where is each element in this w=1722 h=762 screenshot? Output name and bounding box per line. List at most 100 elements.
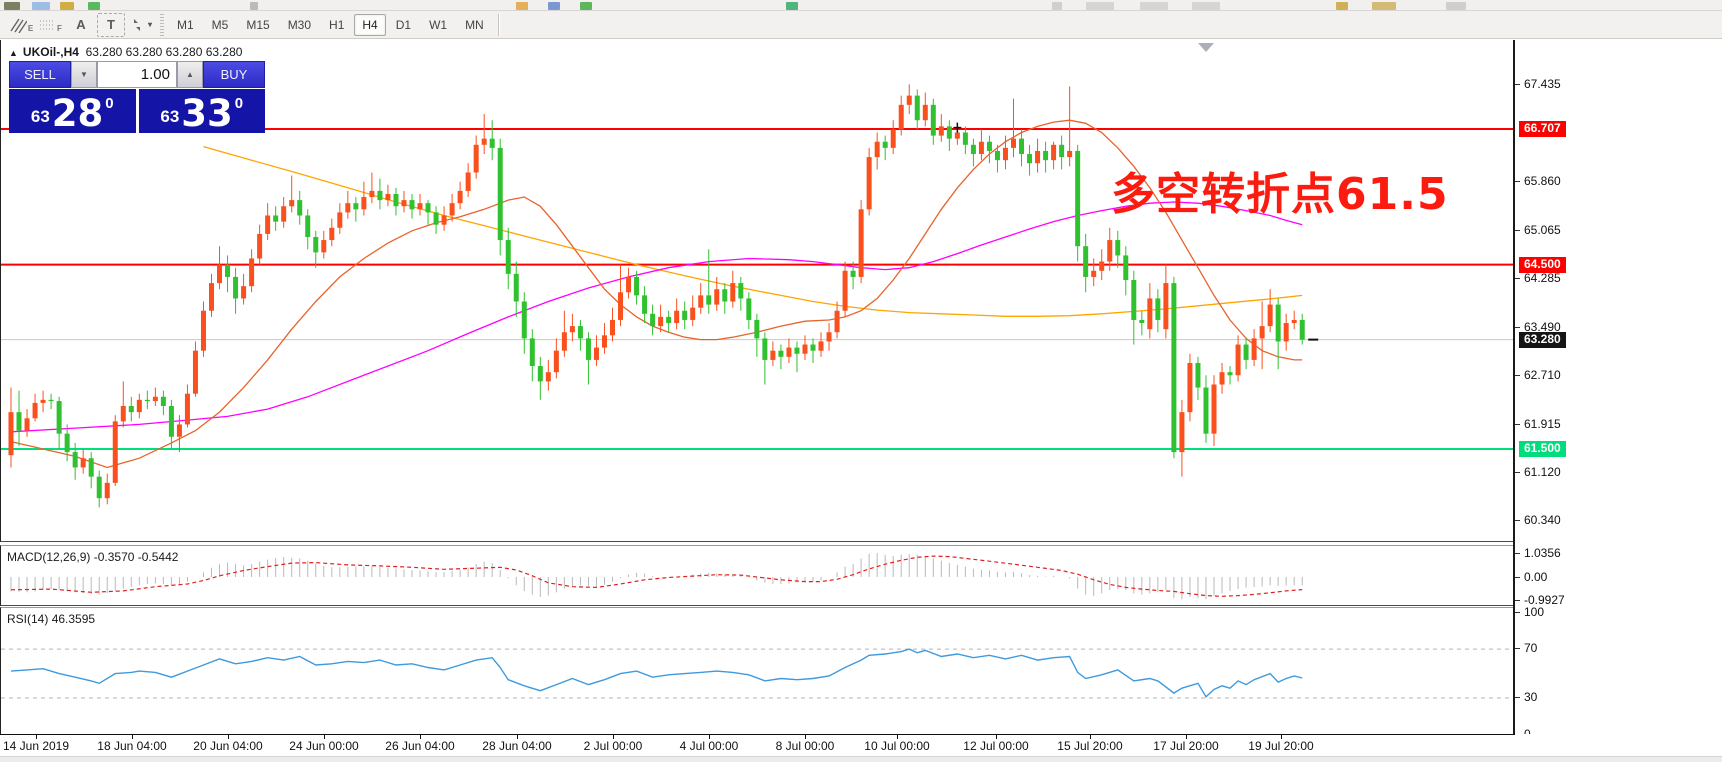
candle-body — [417, 203, 423, 210]
timeframe-button-h4[interactable]: H4 — [354, 13, 386, 36]
collapse-icon[interactable]: ▲ — [9, 48, 18, 58]
candle-body — [970, 144, 976, 155]
time-axis-tick — [324, 735, 325, 739]
candle-body — [1059, 144, 1065, 158]
timeframe-button-m30[interactable]: M30 — [287, 17, 312, 32]
rsi-indicator-panel[interactable]: RSI(14) 46.3595 — [0, 607, 1514, 735]
candle-body — [377, 190, 383, 201]
candle-body — [249, 258, 255, 287]
time-axis-label: 12 Jul 00:00 — [963, 739, 1029, 753]
toolbar-drag-handle[interactable] — [160, 13, 164, 36]
candle-body — [200, 310, 206, 351]
timeframe-button-h1[interactable]: H1 — [329, 17, 345, 32]
ma-fast-redorange — [10, 119, 1303, 469]
candle-body — [281, 206, 287, 222]
pitchfork-tool-icon[interactable]: E — [7, 13, 35, 37]
price-axis-label-tick — [1515, 423, 1520, 425]
candle-body — [457, 190, 463, 204]
time-axis-label: 28 Jun 04:00 — [482, 739, 552, 753]
time-axis-label: 10 Jul 00:00 — [864, 739, 930, 753]
candle-body — [1131, 280, 1137, 320]
timeframe-button-m1[interactable]: M1 — [177, 17, 194, 32]
candle-body — [561, 332, 567, 351]
rsi-axis-label-tick — [1515, 697, 1520, 698]
timeframe-button-d1[interactable]: D1 — [395, 17, 412, 32]
candle-body — [305, 215, 311, 237]
time-axis-label: 24 Jun 00:00 — [289, 739, 359, 753]
toolbar-fragment-icon — [1336, 2, 1348, 10]
candle-body — [1027, 154, 1033, 164]
candle-body — [144, 399, 150, 402]
candle-body — [866, 157, 872, 210]
grid-tool-icon[interactable]: F — [37, 13, 65, 37]
price-axis-label-tick — [1515, 277, 1520, 279]
symbol-header[interactable]: ▲ UKOil-,H4 63.280 63.280 63.280 63.280 — [9, 45, 242, 59]
candle-body — [842, 270, 848, 311]
price-axis-label: 65.065 — [1524, 222, 1561, 237]
candle-body — [610, 319, 615, 336]
candle-body — [1163, 283, 1169, 330]
sell-price-display[interactable]: 63 28 0 — [9, 89, 136, 133]
candle-body — [353, 203, 359, 210]
candle-body — [313, 236, 319, 253]
candle-body — [217, 264, 223, 284]
triangle-marker-icon[interactable] — [1198, 43, 1214, 52]
candle-body — [754, 319, 760, 339]
price-axis-label: 61.915 — [1524, 416, 1561, 431]
rsi-axis-label-tick — [1515, 648, 1520, 650]
candle-body — [593, 347, 599, 360]
sell-button[interactable]: SELL — [9, 61, 71, 88]
toolbar-fragment-icon — [580, 2, 592, 10]
timeframe-button-m15[interactable]: M15 — [246, 17, 270, 32]
price-axis-label-tick — [1515, 374, 1520, 376]
candle-body — [738, 283, 744, 299]
candle-body — [233, 276, 239, 299]
volume-input[interactable]: 1.00 — [97, 61, 177, 88]
toolbar-drawing-and-timeframes: E F A T ▾ M1 M5 M15 M30 H1 H4 D1 W1 MN — [0, 11, 1722, 39]
candle-body — [1227, 372, 1233, 376]
candle-body — [128, 406, 134, 413]
candle-body — [674, 310, 680, 324]
price-axis-label-tick — [1515, 229, 1520, 231]
toolbar-fragment-icon — [548, 2, 560, 10]
timeframe-button-w1[interactable]: W1 — [429, 17, 448, 32]
candle-body — [698, 295, 704, 308]
buy-button[interactable]: BUY — [203, 61, 265, 88]
timeframe-button-m5[interactable]: M5 — [211, 17, 229, 32]
candle-body — [658, 316, 664, 327]
buy-price-sup: 0 — [234, 95, 244, 112]
pitchfork-tool-sub: E — [27, 24, 34, 33]
time-axis-tick — [1090, 735, 1091, 739]
arrows-tool-caret: ▾ — [147, 20, 152, 29]
main-chart-panel[interactable]: ▲ UKOil-,H4 63.280 63.280 63.280 63.280 S… — [0, 40, 1514, 542]
candle-body — [289, 200, 295, 207]
candle-body — [858, 209, 864, 277]
label-tool-icon[interactable]: T — [97, 12, 125, 37]
candle-body — [521, 301, 527, 339]
arrows-tool-icon[interactable]: ▾ — [127, 13, 155, 37]
candle-body — [56, 401, 62, 434]
candlestick-chart[interactable] — [1, 40, 1514, 540]
toolbar-fragment-icon — [516, 2, 528, 10]
volume-increase-button[interactable]: ▲ — [177, 61, 203, 88]
timeframe-button-mn[interactable]: MN — [465, 17, 484, 32]
price-axis-label: 64.285 — [1524, 270, 1561, 285]
toolbar-fragment-icon — [250, 2, 258, 10]
candle-body — [481, 138, 487, 145]
rsi-chart — [1, 648, 1514, 699]
sell-price-sup: 0 — [105, 95, 114, 112]
candle-body — [489, 138, 495, 148]
macd-indicator-panel[interactable]: MACD(12,26,9) -0.3570 -0.5442 — [0, 545, 1514, 606]
rsi-axis-label: 0 — [1524, 727, 1531, 741]
price-axis-column[interactable]: 67.435 65.860 65.065 64.285 63.490 62.710 61.9… — [1513, 40, 1722, 741]
buy-price-display[interactable]: 63 33 0 — [138, 89, 265, 133]
time-axis-tick — [420, 735, 421, 739]
price-axis-label-tick — [1515, 520, 1520, 522]
candle-body — [898, 104, 904, 130]
time-axis-label: 4 Jul 00:00 — [679, 739, 739, 753]
candle-body — [369, 190, 375, 198]
text-tool-icon[interactable]: A — [67, 13, 95, 37]
candle-body — [834, 310, 840, 333]
time-axis[interactable]: 14 Jun 2019 18 Jun 04:00 20 Jun 04:00 24 Ju… — [0, 734, 1722, 756]
volume-decrease-button[interactable]: ▼ — [71, 61, 97, 88]
